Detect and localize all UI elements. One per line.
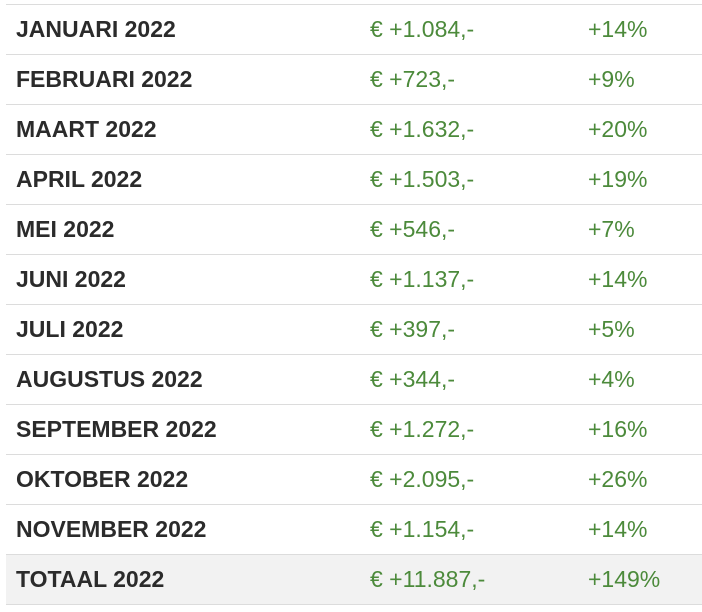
month-label: SEPTEMBER 2022 [6, 404, 370, 455]
total-percent-value: +149% [588, 554, 702, 605]
amount-value: € +1.084,- [370, 4, 588, 55]
amount-value: € +344,- [370, 354, 588, 405]
percent-value: +14% [588, 504, 702, 555]
amount-value: € +1.632,- [370, 104, 588, 155]
table-row: APRIL 2022 € +1.503,- +19% [6, 154, 702, 205]
table-row: AUGUSTUS 2022 € +344,- +4% [6, 354, 702, 405]
amount-value: € +723,- [370, 54, 588, 105]
month-label: JANUARI 2022 [6, 4, 370, 55]
table-row: JUNI 2022 € +1.137,- +14% [6, 254, 702, 305]
amount-value: € +546,- [370, 204, 588, 255]
percent-value: +4% [588, 354, 702, 405]
percent-value: +5% [588, 304, 702, 355]
percent-value: +19% [588, 154, 702, 205]
table-row: MEI 2022 € +546,- +7% [6, 204, 702, 255]
monthly-results-table: JANUARI 2022 € +1.084,- +14% FEBRUARI 20… [6, 4, 702, 605]
total-amount-value: € +11.887,- [370, 554, 588, 605]
table-row: SEPTEMBER 2022 € +1.272,- +16% [6, 404, 702, 455]
percent-value: +20% [588, 104, 702, 155]
month-label: APRIL 2022 [6, 154, 370, 205]
monthly-results-body: JANUARI 2022 € +1.084,- +14% FEBRUARI 20… [6, 4, 702, 605]
month-label: MAART 2022 [6, 104, 370, 155]
month-label: FEBRUARI 2022 [6, 54, 370, 105]
month-label: JULI 2022 [6, 304, 370, 355]
table-row: JANUARI 2022 € +1.084,- +14% [6, 4, 702, 55]
amount-value: € +397,- [370, 304, 588, 355]
table-row: NOVEMBER 2022 € +1.154,- +14% [6, 504, 702, 555]
amount-value: € +1.503,- [370, 154, 588, 205]
percent-value: +9% [588, 54, 702, 105]
amount-value: € +2.095,- [370, 454, 588, 505]
percent-value: +14% [588, 254, 702, 305]
total-row: TOTAAL 2022 € +11.887,- +149% [6, 554, 702, 605]
month-label: JUNI 2022 [6, 254, 370, 305]
month-label: OKTOBER 2022 [6, 454, 370, 505]
table-bottom-border [6, 604, 702, 605]
table-row: FEBRUARI 2022 € +723,- +9% [6, 54, 702, 105]
amount-value: € +1.154,- [370, 504, 588, 555]
percent-value: +16% [588, 404, 702, 455]
table-row: OKTOBER 2022 € +2.095,- +26% [6, 454, 702, 505]
month-label: MEI 2022 [6, 204, 370, 255]
amount-value: € +1.137,- [370, 254, 588, 305]
total-label: TOTAAL 2022 [6, 554, 370, 605]
table-row: MAART 2022 € +1.632,- +20% [6, 104, 702, 155]
percent-value: +14% [588, 4, 702, 55]
amount-value: € +1.272,- [370, 404, 588, 455]
table-row: JULI 2022 € +397,- +5% [6, 304, 702, 355]
percent-value: +7% [588, 204, 702, 255]
month-label: AUGUSTUS 2022 [6, 354, 370, 405]
month-label: NOVEMBER 2022 [6, 504, 370, 555]
percent-value: +26% [588, 454, 702, 505]
